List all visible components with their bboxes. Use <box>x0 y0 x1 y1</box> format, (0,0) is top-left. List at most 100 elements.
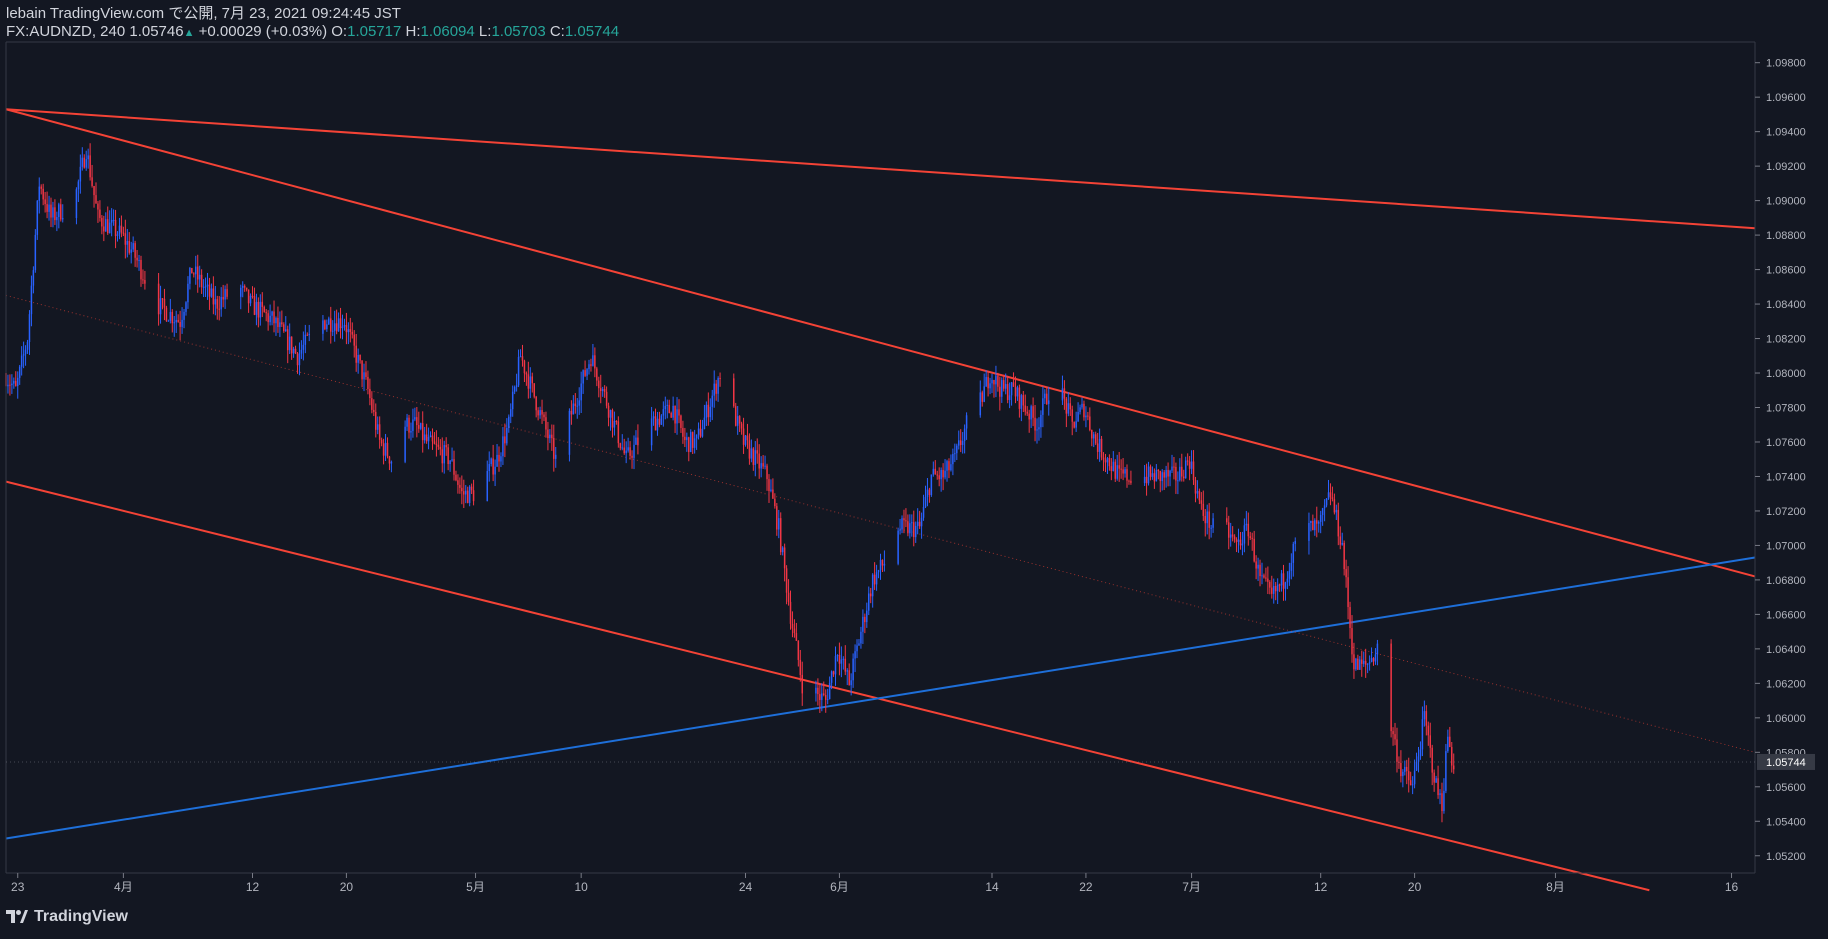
candle-body <box>420 423 422 429</box>
candle-body <box>1325 498 1328 506</box>
candle-body <box>508 416 510 429</box>
candle-body <box>193 273 195 275</box>
candle-body <box>1085 415 1087 418</box>
candle-body <box>116 234 119 236</box>
candle-body <box>517 357 520 386</box>
candle-body <box>1114 461 1117 479</box>
candle-body <box>744 435 747 445</box>
candle-body <box>48 204 50 212</box>
candle-body <box>410 430 412 433</box>
candle-body <box>709 406 712 418</box>
candle-body <box>1106 458 1109 463</box>
candle-body <box>335 323 338 332</box>
candle-body <box>1016 387 1019 397</box>
candle-body <box>36 200 39 235</box>
candle-body <box>568 410 571 455</box>
candle-body <box>200 274 203 288</box>
candle-body <box>226 289 228 297</box>
candle-body <box>1288 570 1291 579</box>
candle-body <box>1376 643 1379 655</box>
candle-body <box>142 279 144 281</box>
candle-body <box>1153 473 1156 482</box>
candle-body <box>695 434 698 439</box>
y-tick-label: 1.08800 <box>1766 230 1806 242</box>
candle-body <box>699 428 702 437</box>
candle-body <box>928 489 931 496</box>
candle-body <box>513 386 516 392</box>
candle-body <box>1351 628 1353 655</box>
candle-body <box>243 285 246 288</box>
candle-body <box>1126 469 1128 481</box>
candle-body <box>241 285 244 288</box>
candle-body <box>956 445 958 454</box>
candle-body <box>265 312 267 314</box>
candle-body <box>746 435 749 441</box>
candle-body <box>1020 395 1023 409</box>
candle-body <box>263 306 265 313</box>
candle-body <box>128 240 131 253</box>
candle-body <box>830 671 833 683</box>
low-value: 1.05703 <box>491 23 546 40</box>
candle-body <box>1003 380 1005 389</box>
candle-body <box>212 288 215 305</box>
candle-body <box>1435 778 1437 783</box>
y-tick-label: 1.07800 <box>1766 403 1806 415</box>
candle-body <box>1282 573 1285 589</box>
candle-body <box>363 372 365 380</box>
candle-body <box>1429 735 1431 748</box>
candle-body <box>1251 537 1253 539</box>
candle-body <box>1175 466 1177 481</box>
candle-body <box>733 378 735 407</box>
candle-body <box>774 498 776 507</box>
candle-body <box>1165 469 1167 478</box>
candle-body <box>914 525 917 538</box>
candle-body <box>1171 466 1173 471</box>
candle-body <box>408 417 410 433</box>
candle-body <box>1314 520 1316 531</box>
candle-body <box>821 693 823 700</box>
candle-body <box>576 405 579 407</box>
candle-body <box>1274 585 1277 592</box>
x-tick-label: 20 <box>340 880 354 894</box>
candle-body <box>1012 382 1015 387</box>
candle-body <box>1394 734 1396 740</box>
candle-body <box>1182 476 1185 479</box>
candle-body <box>660 415 663 425</box>
candle-body <box>412 419 414 431</box>
candle-body <box>844 658 847 672</box>
x-tick-label: 14 <box>985 880 999 894</box>
candle-body <box>688 437 690 453</box>
candle-body <box>1316 520 1318 524</box>
candle-body <box>437 444 440 447</box>
candle-body <box>797 640 800 660</box>
candle-body <box>742 428 745 445</box>
candle-body <box>1177 480 1179 482</box>
candle-body <box>760 463 762 469</box>
candle-body <box>1227 522 1230 538</box>
candle-body <box>897 530 899 564</box>
candle-body <box>425 434 428 442</box>
candle-body <box>1010 382 1013 396</box>
candle-body <box>918 521 921 527</box>
high-label: H: <box>405 23 421 40</box>
candle-body <box>621 447 624 449</box>
candle-body <box>382 443 385 456</box>
candle-body <box>13 380 15 384</box>
candle-body <box>1161 472 1163 482</box>
candle-body <box>658 418 661 425</box>
candle-body <box>856 645 858 652</box>
candle-body <box>869 593 872 597</box>
candle-body <box>1145 476 1148 484</box>
candle-body <box>38 186 41 201</box>
candle-body <box>511 391 514 410</box>
candle-body <box>1257 564 1259 569</box>
candle-body <box>1390 643 1392 732</box>
candle-body <box>541 410 543 415</box>
candle-body <box>453 459 455 475</box>
candle-body <box>707 404 710 418</box>
candle-body <box>1319 515 1322 522</box>
candle-body <box>1151 473 1154 477</box>
candle-body <box>719 377 721 379</box>
candle-body <box>1083 403 1085 418</box>
